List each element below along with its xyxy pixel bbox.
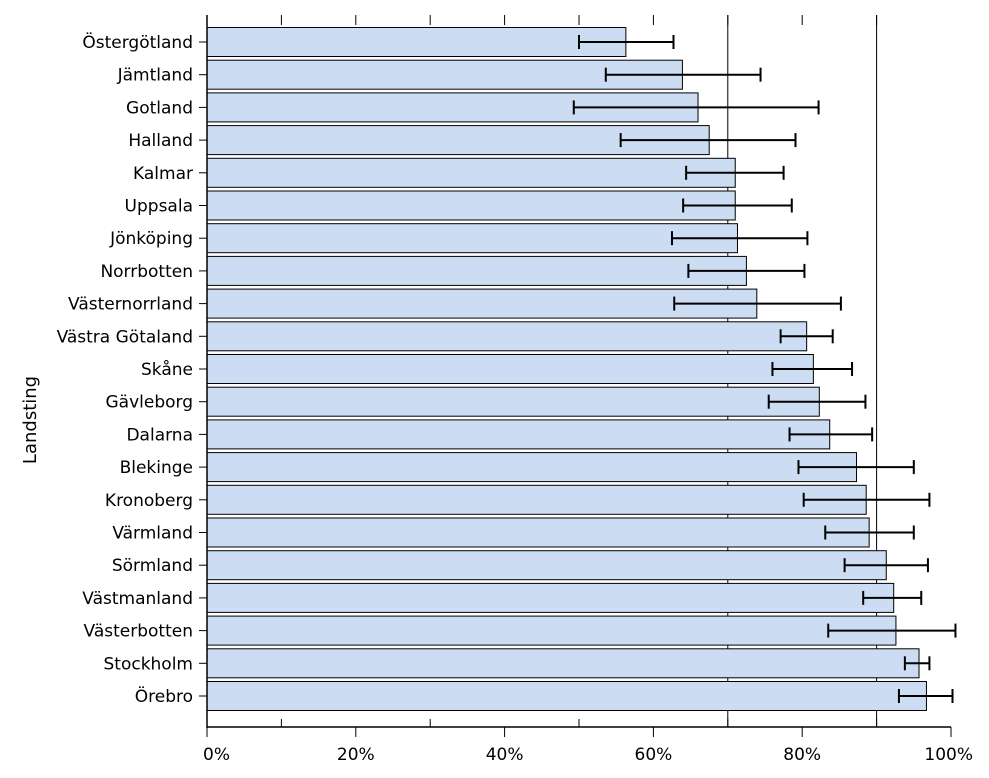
bar-uppsala: [206, 190, 736, 221]
x-tick-label: 60%: [635, 745, 673, 765]
category-label-halland: Halland: [128, 131, 193, 151]
bar-sörmland: [206, 550, 887, 581]
category-label-skåne: Skåne: [141, 359, 193, 380]
error-bar-skåne: [771, 362, 854, 376]
error-bar-örebro: [897, 689, 954, 703]
category-label-norrbotten: Norrbotten: [100, 262, 193, 282]
error-bar-kronoberg: [802, 492, 931, 507]
category-label-jämtland: Jämtland: [117, 66, 193, 86]
error-bar-jämtland: [604, 67, 762, 82]
error-bar-jönköping: [671, 231, 809, 246]
error-bar-uppsala: [682, 198, 793, 213]
error-bar-västra-götaland: [779, 329, 834, 344]
category-label-stockholm: Stockholm: [103, 654, 193, 674]
error-bar-kalmar: [685, 165, 785, 180]
bar-örebro: [206, 681, 927, 711]
category-label-värmland: Värmland: [112, 524, 193, 544]
category-label-gotland: Gotland: [126, 98, 193, 118]
category-label-blekinge: Blekinge: [120, 458, 193, 478]
error-bar-sörmland: [843, 558, 929, 573]
category-label-jönköping: Jönköping: [109, 229, 193, 249]
error-bar-västerbotten: [827, 623, 957, 638]
bar-norrbotten: [206, 255, 747, 286]
bar-jönköping: [206, 223, 738, 254]
bar-dalarna: [206, 419, 831, 450]
x-tick-label: 20%: [337, 745, 375, 765]
bar-värmland: [206, 517, 870, 548]
bar-blekinge: [206, 452, 858, 483]
category-label-örebro: Örebro: [135, 685, 193, 707]
bar-västerbotten: [206, 615, 897, 646]
error-bar-blekinge: [797, 460, 915, 475]
bar-kalmar: [206, 157, 736, 188]
error-bar-halland: [619, 133, 797, 148]
category-label-västerbotten: Västerbotten: [84, 622, 193, 642]
bar-gävleborg: [206, 386, 820, 417]
bar-kronoberg: [206, 484, 867, 515]
category-label-gävleborg: Gävleborg: [105, 393, 193, 413]
bar-stockholm: [206, 648, 920, 679]
x-tick-label: 0%: [203, 745, 230, 765]
bar-skåne: [206, 354, 814, 384]
bar-västmanland: [206, 582, 895, 613]
category-label-kronoberg: Kronoberg: [105, 491, 193, 511]
y-axis-title: Landsting: [20, 376, 41, 464]
category-label-sörmland: Sörmland: [112, 556, 193, 576]
category-label-dalarna: Dalarna: [126, 425, 193, 445]
bar-västra-götaland: [206, 321, 808, 352]
error-bar-västmanland: [862, 590, 923, 605]
category-label-västra-götaland: Västra Götaland: [57, 327, 193, 347]
error-bar-gotland: [572, 100, 820, 115]
error-bar-östergötland: [578, 35, 675, 49]
x-tick-label: 40%: [486, 745, 524, 765]
x-tick-label: 100%: [924, 745, 973, 765]
error-bar-värmland: [824, 525, 915, 540]
category-label-västmanland: Västmanland: [82, 589, 193, 609]
error-bar-stockholm: [903, 656, 931, 671]
error-bar-norrbotten: [687, 263, 806, 278]
bar-västernorrland: [206, 288, 758, 319]
category-label-östergötland: Östergötland: [82, 31, 193, 53]
error-bar-västernorrland: [673, 296, 842, 311]
error-bar-dalarna: [788, 427, 874, 442]
error-bar-gävleborg: [767, 394, 867, 409]
category-label-uppsala: Uppsala: [125, 197, 193, 217]
category-label-kalmar: Kalmar: [133, 164, 193, 184]
x-tick-label: 80%: [783, 745, 821, 765]
bar-östergötland: [206, 27, 627, 57]
category-label-västernorrland: Västernorrland: [68, 295, 193, 315]
